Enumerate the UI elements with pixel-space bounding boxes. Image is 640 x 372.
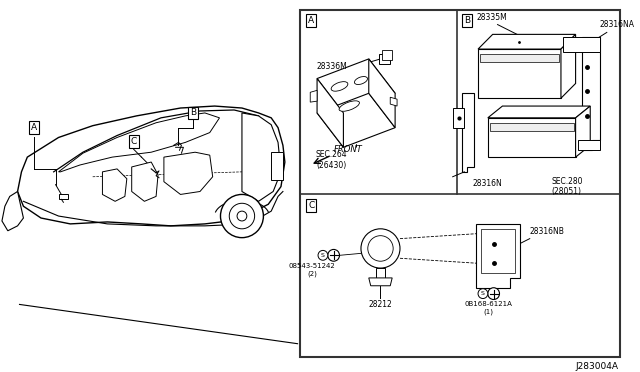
Polygon shape xyxy=(369,59,395,128)
Circle shape xyxy=(361,229,400,268)
Text: 28336M: 28336M xyxy=(316,62,347,71)
Polygon shape xyxy=(132,162,158,201)
Circle shape xyxy=(221,195,264,238)
Text: SEC.264
(26430): SEC.264 (26430) xyxy=(316,150,348,170)
Circle shape xyxy=(488,288,499,299)
Text: A: A xyxy=(31,123,37,132)
Text: 28335M: 28335M xyxy=(476,13,507,22)
Polygon shape xyxy=(317,78,344,147)
Polygon shape xyxy=(478,34,575,49)
Polygon shape xyxy=(383,50,392,60)
Polygon shape xyxy=(242,113,281,201)
Polygon shape xyxy=(58,113,220,172)
Polygon shape xyxy=(310,90,317,102)
Bar xyxy=(271,152,283,180)
Text: S: S xyxy=(321,253,325,258)
Polygon shape xyxy=(577,140,600,150)
Text: 28316N: 28316N xyxy=(472,179,502,188)
Circle shape xyxy=(237,211,247,221)
Polygon shape xyxy=(488,118,575,157)
Polygon shape xyxy=(563,37,600,52)
Text: J283004A: J283004A xyxy=(575,362,618,371)
Polygon shape xyxy=(575,106,590,157)
Polygon shape xyxy=(317,59,395,113)
Polygon shape xyxy=(369,278,392,286)
Polygon shape xyxy=(378,54,390,64)
Polygon shape xyxy=(102,169,127,201)
Text: C: C xyxy=(308,201,314,210)
Ellipse shape xyxy=(339,101,360,111)
Polygon shape xyxy=(390,97,397,106)
Circle shape xyxy=(318,250,328,260)
Polygon shape xyxy=(452,108,465,128)
Polygon shape xyxy=(17,106,285,226)
Circle shape xyxy=(368,236,393,261)
Polygon shape xyxy=(582,37,600,150)
Text: B: B xyxy=(190,108,196,118)
Text: 28316NA: 28316NA xyxy=(600,20,635,29)
Polygon shape xyxy=(478,49,561,98)
Polygon shape xyxy=(561,34,575,98)
Bar xyxy=(480,54,559,62)
Polygon shape xyxy=(317,93,395,147)
Polygon shape xyxy=(476,224,520,288)
Polygon shape xyxy=(463,93,474,172)
Ellipse shape xyxy=(355,77,367,84)
Polygon shape xyxy=(488,106,590,118)
Polygon shape xyxy=(2,192,24,231)
Text: A: A xyxy=(308,16,314,25)
Polygon shape xyxy=(481,229,515,273)
Ellipse shape xyxy=(331,81,348,91)
Text: C: C xyxy=(131,137,137,146)
Text: 28212: 28212 xyxy=(369,299,392,308)
Text: S: S xyxy=(481,291,485,296)
Polygon shape xyxy=(376,268,385,278)
Bar xyxy=(58,195,68,199)
Bar xyxy=(490,123,573,131)
Bar xyxy=(301,10,620,357)
Text: FRONT: FRONT xyxy=(333,145,362,154)
Text: B: B xyxy=(464,16,470,25)
Circle shape xyxy=(328,250,339,261)
Circle shape xyxy=(229,203,255,229)
Text: 08543-51242
(2): 08543-51242 (2) xyxy=(289,263,335,277)
Polygon shape xyxy=(164,152,212,195)
Circle shape xyxy=(478,289,488,299)
Text: SEC.280
(28051): SEC.280 (28051) xyxy=(551,177,582,196)
Text: 28316NB: 28316NB xyxy=(530,227,564,236)
Text: 0B168-6121A
(1): 0B168-6121A (1) xyxy=(465,301,513,315)
